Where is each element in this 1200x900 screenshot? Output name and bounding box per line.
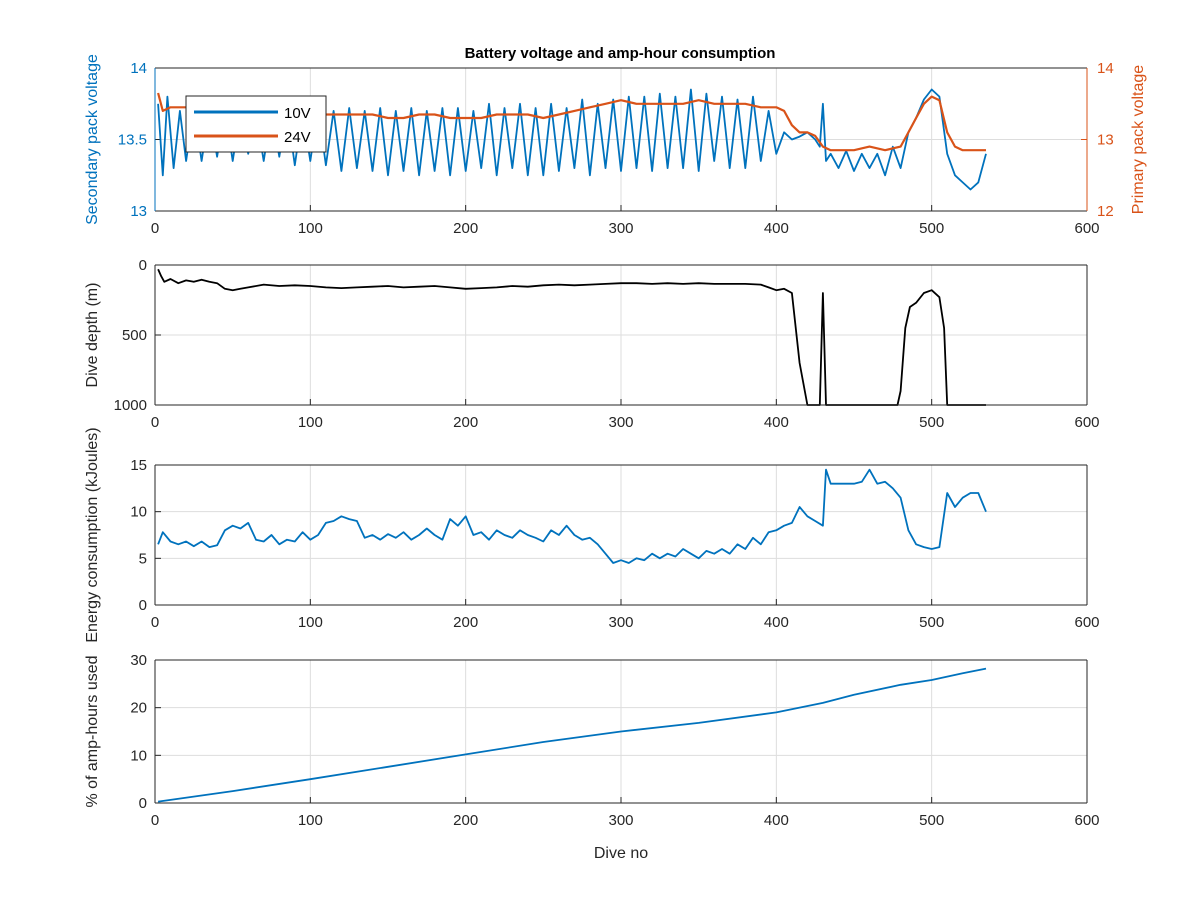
y-tick-label: 0	[139, 257, 147, 274]
chart-title: Battery voltage and amp-hour consumption	[465, 45, 776, 62]
x-tick-label: 500	[919, 812, 944, 829]
y-tick-label: 13.5	[118, 132, 147, 149]
y-tick-label: 30	[130, 652, 147, 669]
x-tick-label: 500	[919, 414, 944, 431]
x-tick-label: 0	[151, 220, 159, 237]
x-tick-label: 300	[608, 220, 633, 237]
y-tick-label: 10	[130, 504, 147, 521]
y-right-tick-label: 13	[1097, 132, 1114, 149]
y-axis-label: % of amp-hours used	[84, 655, 101, 807]
series-line-amphours	[157, 667, 987, 803]
panel-energy: 0 100 200 300 400 500 600 0 5 10 15 Energy consumpt…	[84, 427, 1100, 642]
y-tick-label: 10	[130, 747, 147, 764]
x-axis-label: Dive no	[594, 845, 648, 862]
x-tick-label: 0	[151, 414, 159, 431]
y-tick-label: 0	[139, 795, 147, 812]
x-tick-label: 400	[764, 812, 789, 829]
y-axis-label: Energy consumption (kJoules)	[84, 427, 101, 642]
x-tick-label: 400	[764, 220, 789, 237]
y-tick-label: 13	[130, 203, 147, 220]
plots-group: 0 100 200 300 400 500 6001313.514121314Seconda…	[84, 54, 1147, 862]
y-right-tick-label: 12	[1097, 203, 1114, 220]
x-tick-label: 200	[453, 614, 478, 631]
legend-box	[185, 95, 327, 153]
y-tick-label: 20	[130, 700, 147, 717]
x-tick-label: 200	[453, 414, 478, 431]
x-tick-label: 200	[453, 220, 478, 237]
x-tick-label: 300	[608, 414, 633, 431]
panel-voltage: 0 100 200 300 400 500 600 13 13.5 14 12 13 14 Seconda…	[84, 54, 1147, 237]
x-tick-label: 300	[608, 812, 633, 829]
y-tick-label: 15	[130, 457, 147, 474]
x-tick-label: 600	[1074, 614, 1099, 631]
series-line-energy	[157, 468, 987, 564]
x-tick-label: 100	[298, 812, 323, 829]
legend-label: 10V	[284, 105, 311, 122]
y-tick-label: 500	[122, 327, 147, 344]
y-tick-label: 5	[139, 550, 147, 567]
y-tick-label: 14	[130, 60, 147, 77]
x-tick-label: 400	[764, 414, 789, 431]
x-tick-label: 100	[298, 614, 323, 631]
panel-depth: 0 100 200 300 400 500 600 0 500 1000 Dive depth (m…	[84, 257, 1100, 431]
x-tick-label: 100	[298, 220, 323, 237]
y-axis-label: Dive depth (m)	[84, 283, 101, 388]
x-tick-label: 600	[1074, 414, 1099, 431]
x-tick-label: 500	[919, 220, 944, 237]
x-tick-label: 600	[1074, 812, 1099, 829]
x-tick-label: 600	[1074, 220, 1099, 237]
x-tick-label: 200	[453, 812, 478, 829]
y-tick-label: 1000	[114, 397, 147, 414]
x-tick-label: 300	[608, 614, 633, 631]
y-right-tick-label: 14	[1097, 60, 1114, 77]
series-line-depth	[157, 268, 986, 406]
y-axis-label: Secondary pack voltage	[84, 54, 101, 225]
x-tick-label: 400	[764, 614, 789, 631]
x-tick-label: 0	[151, 614, 159, 631]
y-axis-label-right: Primary pack voltage	[1130, 65, 1147, 214]
x-tick-label: 100	[298, 414, 323, 431]
y-tick-label: 0	[139, 597, 147, 614]
panel-amphours: 0 100 200 300 400 500 600 0 10 20 30 % of amp-hours…	[84, 652, 1100, 862]
x-tick-label: 0	[151, 812, 159, 829]
x-tick-label: 500	[919, 614, 944, 631]
legend-label: 24V	[284, 129, 311, 146]
